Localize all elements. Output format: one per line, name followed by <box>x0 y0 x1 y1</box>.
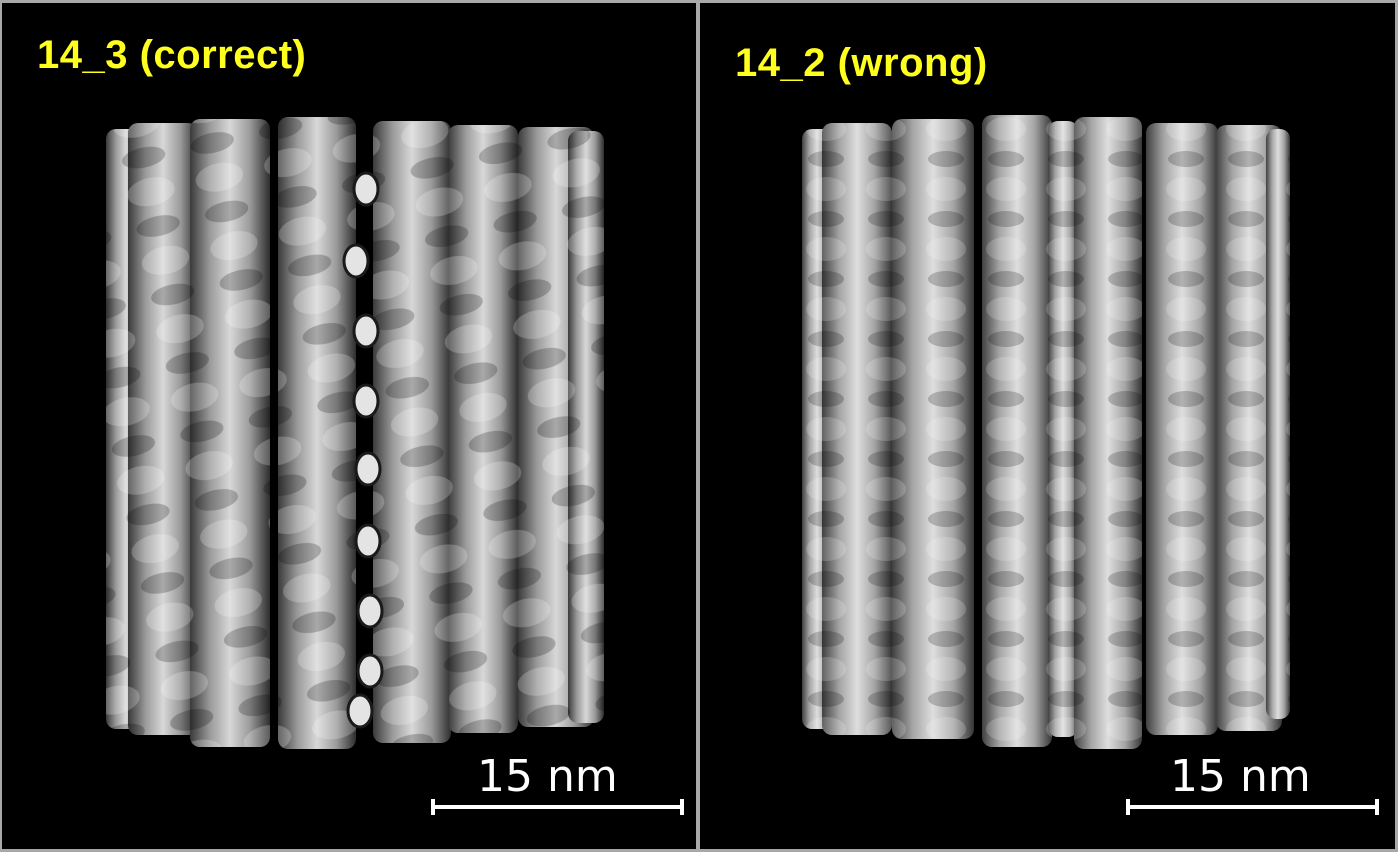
surface-texture <box>278 117 356 749</box>
seam-gap <box>356 593 384 629</box>
surface-texture <box>892 119 974 739</box>
surface-texture <box>128 123 198 735</box>
surface-texture <box>1146 123 1218 735</box>
surface-texture <box>373 121 451 743</box>
surface-texture <box>448 125 518 733</box>
scale-bar <box>431 799 684 815</box>
microtubule-render-correct <box>106 117 604 749</box>
seam-gap <box>352 313 380 349</box>
panel-title: 14_2 (wrong) <box>735 41 988 85</box>
microtubule-render-wrong <box>802 115 1290 749</box>
seam-gap <box>346 693 374 729</box>
surface-texture <box>190 119 270 747</box>
seam-gap <box>354 451 382 487</box>
scale-bar-label: 15 nm <box>1170 751 1311 802</box>
seam-gap <box>352 383 380 419</box>
seam-gap <box>352 171 380 207</box>
surface-texture <box>1216 125 1282 731</box>
surface-texture <box>1074 117 1142 749</box>
seam-gap <box>354 523 382 559</box>
panel-left: 14_3 (correct) 15 nm <box>2 3 696 849</box>
surface-texture <box>1266 129 1290 719</box>
surface-texture <box>822 123 892 735</box>
panel-title: 14_3 (correct) <box>37 33 307 77</box>
seam-gap <box>356 653 384 689</box>
panel-right: 14_2 (wrong) 15 nm <box>700 3 1395 849</box>
surface-texture <box>568 131 604 723</box>
surface-texture <box>982 115 1052 747</box>
scale-bar <box>1126 799 1379 815</box>
seam-gap <box>342 243 370 279</box>
surface-texture <box>1048 121 1078 737</box>
scale-bar-label: 15 nm <box>477 751 618 802</box>
